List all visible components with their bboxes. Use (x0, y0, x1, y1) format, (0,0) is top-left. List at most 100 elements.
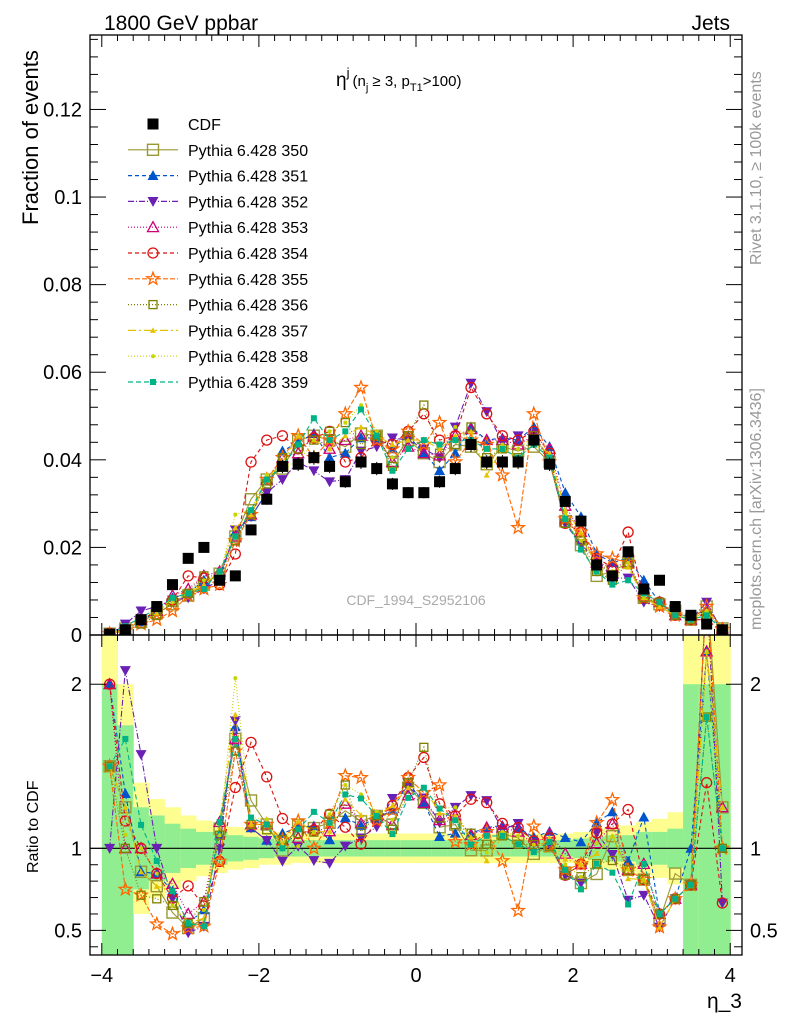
data-marker (719, 804, 726, 810)
data-marker (342, 432, 349, 439)
data-marker (119, 624, 131, 635)
data-marker (672, 895, 679, 902)
data-marker (622, 546, 634, 558)
data-marker (607, 855, 618, 866)
data-marker (465, 438, 477, 450)
data-marker (374, 809, 379, 814)
ratio-plot-area (90, 635, 742, 955)
data-marker (496, 430, 509, 442)
data-marker (641, 595, 646, 600)
data-marker (182, 880, 194, 892)
data-marker (261, 488, 273, 499)
data-marker (153, 883, 160, 889)
data-marker (135, 606, 147, 617)
data-marker (563, 862, 568, 867)
data-marker (339, 456, 351, 468)
data-marker (147, 247, 159, 259)
ratio-series-359 (106, 714, 726, 930)
data-marker (389, 831, 396, 838)
data-marker (593, 850, 600, 856)
data-marker (342, 791, 349, 798)
data-marker (339, 841, 351, 852)
data-marker (431, 414, 448, 430)
data-marker (261, 771, 273, 783)
data-marker (183, 588, 193, 599)
data-marker (606, 850, 618, 860)
data-marker (340, 780, 350, 790)
data-marker (326, 819, 333, 826)
data-marker (292, 458, 304, 470)
data-marker (390, 817, 395, 822)
data-marker (656, 599, 663, 606)
data-marker (577, 546, 584, 553)
data-marker (150, 880, 163, 893)
data-marker (604, 791, 621, 807)
data-marker (494, 466, 511, 482)
data-marker (622, 526, 634, 538)
data-marker (704, 608, 709, 613)
data-marker (431, 776, 448, 792)
data-marker (322, 824, 337, 837)
data-marker (230, 746, 240, 756)
data-marker (276, 475, 288, 486)
data-marker (432, 448, 447, 461)
data-marker (703, 612, 710, 619)
data-marker (214, 574, 226, 586)
data-marker (529, 839, 539, 850)
data-marker (467, 428, 474, 434)
data-marker (651, 918, 668, 934)
data-marker (434, 465, 446, 476)
data-marker (512, 456, 524, 468)
data-marker (308, 466, 320, 477)
data-marker (576, 536, 586, 546)
data-marker (296, 844, 301, 849)
data-marker (483, 472, 490, 478)
data-marker (359, 403, 364, 408)
data-marker (104, 761, 115, 771)
data-marker (500, 829, 505, 834)
data-marker (135, 614, 147, 626)
legend-label: Pythia 6.428 359 (188, 375, 308, 392)
data-marker (145, 270, 161, 286)
ratio-series-group (101, 635, 731, 941)
data-marker (152, 894, 162, 904)
data-marker (339, 821, 351, 833)
x-tick-label: 0 (410, 965, 421, 987)
data-marker (217, 833, 222, 838)
data-marker (183, 918, 193, 929)
data-marker (199, 897, 209, 907)
data-marker (147, 197, 159, 207)
data-marker (405, 445, 412, 452)
data-marker (119, 801, 132, 814)
series-line (109, 386, 723, 634)
data-marker (358, 795, 365, 802)
data-marker (338, 433, 352, 446)
data-marker (185, 590, 192, 597)
data-marker (324, 426, 335, 437)
data-marker (453, 805, 458, 810)
side-label-mcplots: mcplots.cern.ch [arXiv:1306.3436] (748, 388, 765, 630)
data-marker (232, 524, 239, 531)
data-marker (327, 812, 332, 817)
data-marker (701, 777, 713, 789)
main-plot-area (101, 378, 731, 635)
data-marker (311, 830, 316, 835)
data-marker (233, 676, 238, 681)
data-marker (337, 405, 354, 421)
data-marker (164, 602, 181, 618)
data-marker (263, 476, 270, 483)
data-marker (170, 600, 175, 605)
data-marker (716, 897, 729, 909)
data-marker (436, 810, 443, 816)
y-tick-label: 0.06 (43, 362, 82, 384)
data-marker (200, 581, 207, 588)
data-marker (482, 839, 492, 849)
x-axis-label: η_3 (707, 990, 742, 1013)
data-marker (216, 568, 223, 575)
data-marker (248, 511, 255, 518)
data-marker (106, 763, 113, 770)
data-marker (559, 495, 571, 507)
data-marker (138, 821, 145, 828)
data-marker (389, 802, 396, 809)
